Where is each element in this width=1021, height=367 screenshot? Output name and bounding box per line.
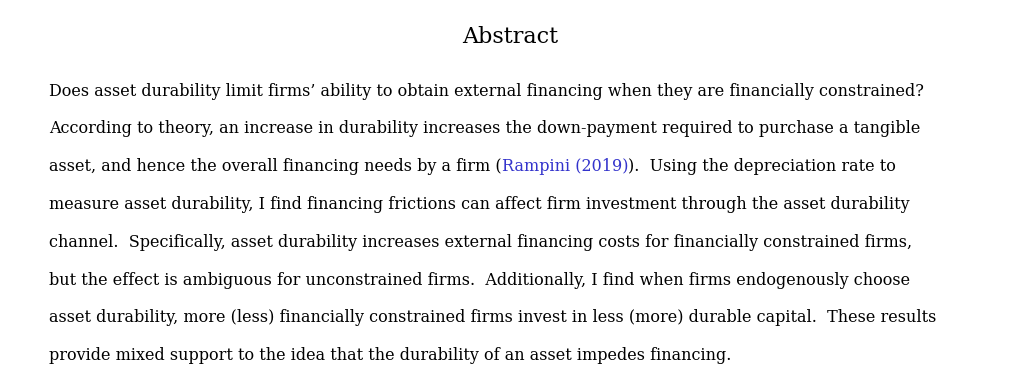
Text: channel.  Specifically, asset durability increases external financing costs for : channel. Specifically, asset durability …: [49, 234, 912, 251]
Text: asset durability, more (less) financially constrained firms invest in less (more: asset durability, more (less) financiall…: [49, 309, 936, 326]
Text: but the effect is ambiguous for unconstrained firms.  Additionally, I find when : but the effect is ambiguous for unconstr…: [49, 272, 910, 288]
Text: ).  Using the depreciation rate to: ). Using the depreciation rate to: [628, 158, 896, 175]
Text: provide mixed support to the idea that the durability of an asset impedes financ: provide mixed support to the idea that t…: [49, 347, 731, 364]
Text: According to theory, an increase in durability increases the down-payment requir: According to theory, an increase in dura…: [49, 120, 920, 137]
Text: asset, and hence the overall financing needs by a firm (: asset, and hence the overall financing n…: [49, 158, 501, 175]
Text: Does asset durability limit firms’ ability to obtain external financing when the: Does asset durability limit firms’ abili…: [49, 83, 924, 99]
Text: Abstract: Abstract: [463, 26, 558, 48]
Text: measure asset durability, I find financing frictions can affect firm investment : measure asset durability, I find financi…: [49, 196, 910, 213]
Text: Rampini (2019): Rampini (2019): [501, 158, 628, 175]
